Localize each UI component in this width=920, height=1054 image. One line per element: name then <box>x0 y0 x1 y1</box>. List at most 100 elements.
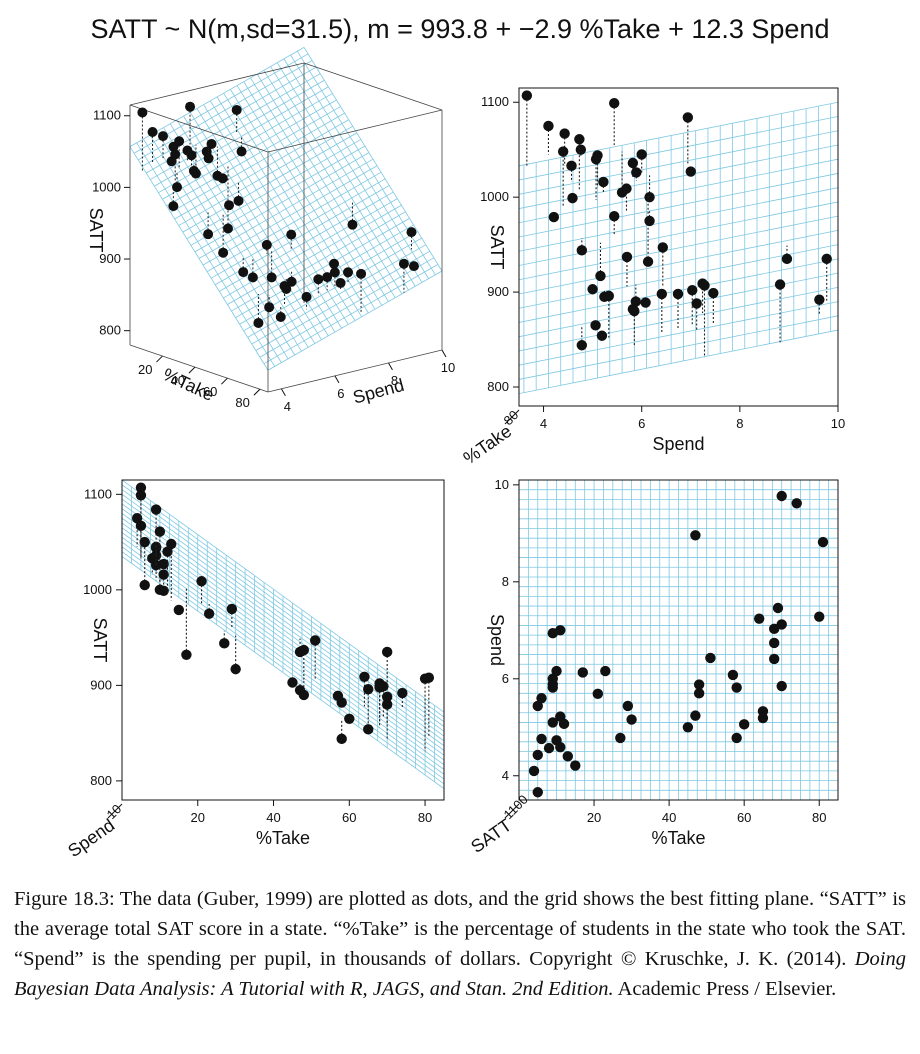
x-tick-label: 10 <box>831 416 845 431</box>
data-point <box>543 742 555 754</box>
data-point <box>791 498 802 509</box>
z-tick-label: 800 <box>99 323 121 338</box>
grid-line <box>216 96 356 321</box>
data-point <box>223 223 234 234</box>
y-tick-label: 800 <box>487 379 509 394</box>
data-point <box>264 302 275 313</box>
y-tick-label: 1100 <box>84 486 112 501</box>
data-point <box>344 713 355 725</box>
grid-line <box>203 104 342 329</box>
data-point <box>600 665 611 677</box>
data-point <box>575 144 587 155</box>
plot-frame <box>518 87 839 407</box>
data-point <box>528 765 540 777</box>
figure-caption: Figure 18.3: The data (Guber, 1999) are … <box>14 884 906 1004</box>
data-point <box>219 638 230 649</box>
box-edge <box>129 62 305 106</box>
grid-line <box>296 50 436 276</box>
y-tick <box>388 362 393 371</box>
data-point <box>814 294 825 305</box>
data-point <box>814 611 825 622</box>
grid-line <box>290 54 429 279</box>
data-point <box>329 258 340 269</box>
data-point <box>587 284 598 295</box>
data-point <box>776 490 787 502</box>
grid-line <box>519 158 838 224</box>
x-tick-label: 60 <box>342 810 356 825</box>
data-point <box>423 672 435 683</box>
y-tick-label: 4 <box>284 399 291 414</box>
data-point <box>536 733 547 745</box>
data-point <box>203 229 214 240</box>
y-tick-label: 8 <box>391 373 398 388</box>
data-point <box>776 619 787 630</box>
y-tick-label: 800 <box>90 773 112 788</box>
grid-line <box>129 47 305 148</box>
data-point <box>690 710 701 721</box>
data-point <box>238 267 249 278</box>
y-tick-label: 1100 <box>481 94 509 109</box>
y-axis-label: Spend <box>351 375 406 408</box>
data-point <box>609 210 620 222</box>
plane-grid <box>519 101 838 395</box>
grid-line <box>519 101 838 167</box>
data-point <box>247 272 258 283</box>
data-point <box>781 253 793 265</box>
y-tick <box>280 388 286 397</box>
x-tick <box>221 377 228 385</box>
data-point <box>598 176 609 188</box>
data-point <box>592 688 604 700</box>
data-point <box>206 138 217 149</box>
x-tick <box>188 366 196 374</box>
data-point <box>705 652 716 664</box>
y-tick-label: 6 <box>502 671 509 686</box>
grid-line <box>169 123 309 348</box>
x-axis-label: Spend <box>652 434 704 454</box>
data-point <box>381 699 393 710</box>
data-point <box>731 682 742 693</box>
data-point <box>548 211 560 223</box>
y-tick-label: 900 <box>487 284 509 299</box>
data-point <box>642 256 654 267</box>
grid-line <box>176 119 316 344</box>
x-axis-label: %Take <box>651 828 705 848</box>
data-point <box>547 673 558 684</box>
data-point <box>343 267 354 278</box>
data-point <box>168 201 179 212</box>
data-point <box>298 644 310 656</box>
grid-line <box>209 100 349 325</box>
data-point <box>406 227 417 238</box>
data-point <box>536 692 547 704</box>
data-point <box>577 667 588 678</box>
data-point <box>286 229 297 240</box>
data-point <box>595 270 606 282</box>
y-tick <box>334 375 340 384</box>
data-point <box>644 215 655 227</box>
data-point <box>644 191 655 203</box>
plane-grid <box>519 480 838 800</box>
data-point <box>188 165 199 176</box>
data-point <box>135 482 147 493</box>
data-point <box>621 183 632 194</box>
grid-line <box>136 142 276 367</box>
data-point <box>774 279 786 290</box>
grid-line <box>149 134 289 360</box>
x-tick-label: 80 <box>235 395 249 410</box>
data-point <box>567 192 578 204</box>
grid-line <box>519 329 838 395</box>
data-point <box>378 681 389 692</box>
data-point <box>672 288 684 300</box>
x-tick-label: 80 <box>418 810 432 825</box>
y-axis-label: Spend <box>487 614 507 666</box>
grid-line <box>519 130 838 195</box>
data-point <box>203 153 214 164</box>
x-tick-label: 40 <box>662 810 676 825</box>
data-point <box>135 520 147 532</box>
data-point <box>566 160 577 172</box>
plane-grid <box>129 47 443 371</box>
y-axis-label: SATT <box>90 618 110 663</box>
data-point <box>656 288 668 300</box>
data-point <box>769 653 780 665</box>
caption-book-title: Doing Bayesian Data Analysis: A Tutorial… <box>14 948 906 1000</box>
